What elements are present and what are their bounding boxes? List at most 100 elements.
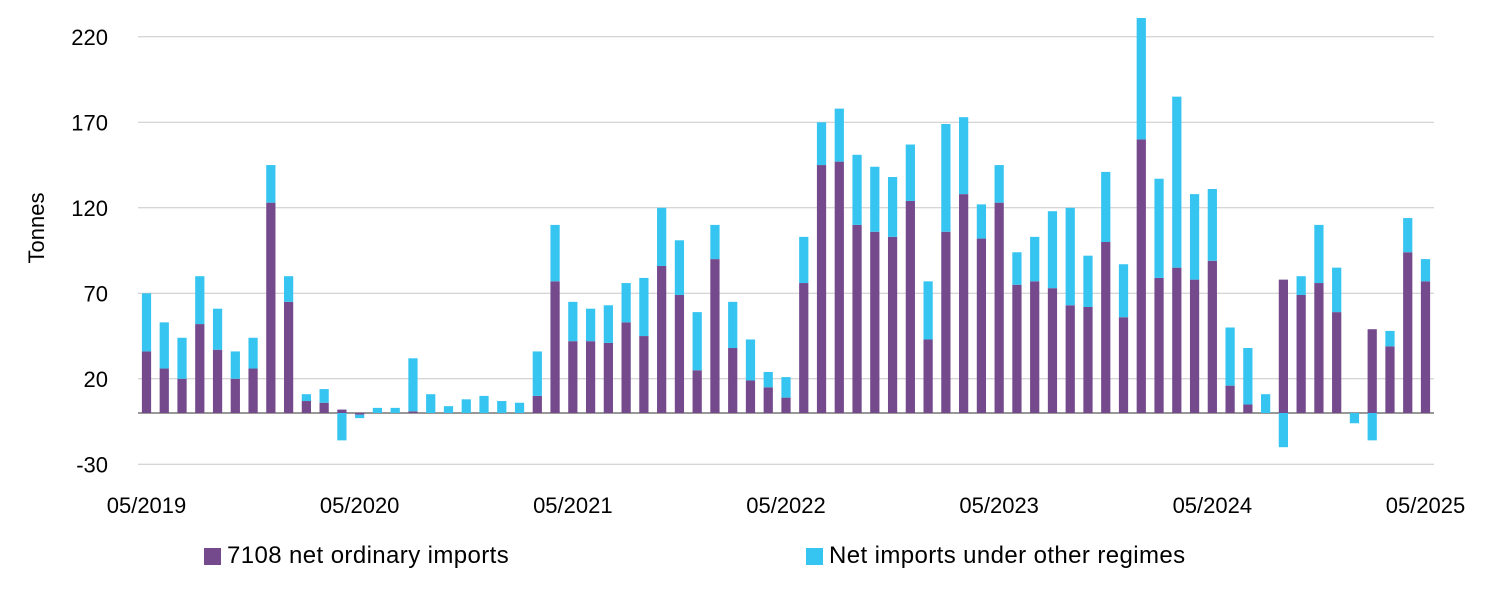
bar-other-regimes bbox=[781, 377, 791, 398]
bar-other-regimes bbox=[1296, 276, 1306, 296]
bar-other-regimes bbox=[1225, 327, 1235, 386]
bar-ordinary-imports bbox=[1172, 267, 1182, 413]
bar-ordinary-imports bbox=[1083, 306, 1093, 413]
x-tick-label: 05/2025 bbox=[1386, 493, 1466, 518]
bar-ordinary-imports bbox=[1047, 288, 1058, 413]
bar-ordinary-imports bbox=[745, 380, 756, 413]
bar-other-regimes bbox=[1065, 207, 1075, 306]
bar-ordinary-imports bbox=[852, 224, 862, 413]
x-tick-label: 05/2020 bbox=[320, 493, 400, 518]
legend-label: 7108 net ordinary imports bbox=[227, 542, 510, 569]
bar-other-regimes bbox=[283, 276, 294, 302]
bar-other-regimes bbox=[248, 337, 258, 369]
bar-ordinary-imports bbox=[816, 165, 827, 413]
bar-ordinary-imports bbox=[1065, 305, 1075, 413]
bar-other-regimes bbox=[141, 293, 152, 352]
bar-ordinary-imports bbox=[1367, 329, 1377, 413]
bar-other-regimes bbox=[1136, 17, 1146, 140]
bar-other-regimes bbox=[1207, 188, 1217, 261]
bar-ordinary-imports bbox=[887, 236, 898, 413]
bar-ordinary-imports bbox=[905, 200, 915, 413]
bar-other-regimes bbox=[1030, 236, 1040, 282]
bar-ordinary-imports bbox=[1314, 283, 1324, 413]
bar-other-regimes bbox=[177, 337, 187, 379]
bar-other-regimes bbox=[461, 399, 471, 413]
bar-other-regimes bbox=[514, 402, 525, 413]
x-tick-label: 05/2019 bbox=[107, 493, 187, 518]
bar-other-regimes bbox=[799, 236, 809, 284]
bar-ordinary-imports bbox=[177, 378, 187, 413]
bar-ordinary-imports bbox=[1154, 277, 1164, 413]
bar-other-regimes bbox=[443, 406, 454, 413]
bar-ordinary-imports bbox=[941, 231, 951, 413]
bar-other-regimes bbox=[372, 407, 383, 413]
bar-other-regimes bbox=[585, 308, 596, 342]
bar-ordinary-imports bbox=[1403, 252, 1413, 413]
bar-ordinary-imports bbox=[319, 402, 329, 413]
bar-other-regimes bbox=[1403, 218, 1413, 253]
bar-ordinary-imports bbox=[1012, 284, 1022, 413]
bar-other-regimes bbox=[212, 308, 223, 350]
legend-label: Net imports under other regimes bbox=[829, 542, 1186, 569]
bar-other-regimes bbox=[1012, 252, 1022, 285]
bar-ordinary-imports bbox=[301, 401, 311, 413]
bar-ordinary-imports bbox=[1101, 242, 1111, 413]
bar-other-regimes bbox=[568, 301, 578, 342]
bar-other-regimes bbox=[763, 371, 773, 388]
bar-ordinary-imports bbox=[763, 387, 773, 413]
y-tick-label: 70 bbox=[84, 281, 108, 306]
bar-ordinary-imports bbox=[834, 161, 844, 413]
legend-swatch-purple bbox=[204, 547, 221, 565]
bar-other-regimes bbox=[834, 108, 844, 162]
bar-other-regimes bbox=[710, 224, 720, 260]
bar-other-regimes bbox=[657, 207, 667, 266]
bar-ordinary-imports bbox=[639, 336, 649, 413]
bar-ordinary-imports bbox=[603, 342, 613, 413]
x-tick-label: 05/2022 bbox=[746, 493, 826, 518]
bar-ordinary-imports bbox=[1207, 260, 1217, 413]
bar-ordinary-imports bbox=[337, 409, 347, 413]
bar-other-regimes bbox=[390, 407, 400, 413]
legend: 7108 net ordinary imports Net imports un… bbox=[0, 542, 1507, 582]
y-tick-label: 220 bbox=[71, 25, 108, 50]
bar-other-regimes bbox=[408, 358, 418, 412]
bar-other-regimes bbox=[337, 413, 347, 441]
bar-ordinary-imports bbox=[1225, 385, 1235, 413]
bar-ordinary-imports bbox=[994, 202, 1004, 413]
bar-ordinary-imports bbox=[1420, 281, 1431, 413]
bar-ordinary-imports bbox=[1296, 295, 1306, 413]
bar-other-regimes bbox=[159, 322, 169, 369]
bar-other-regimes bbox=[1420, 259, 1431, 282]
bar-other-regimes bbox=[550, 224, 560, 282]
bar-ordinary-imports bbox=[692, 370, 702, 413]
x-axis-ticks: 05/2019 05/2020 05/2021 05/2022 05/2023 05/20… bbox=[107, 493, 1466, 518]
bar-ordinary-imports bbox=[1243, 404, 1253, 413]
bar-ordinary-imports bbox=[568, 341, 578, 413]
y-tick-label: 170 bbox=[71, 110, 108, 135]
bar-ordinary-imports bbox=[212, 349, 223, 413]
bar-other-regimes bbox=[976, 204, 987, 239]
bar-other-regimes bbox=[1118, 264, 1129, 318]
bar-ordinary-imports bbox=[550, 281, 560, 413]
bar-other-regimes bbox=[1154, 178, 1164, 278]
bar-other-regimes bbox=[1314, 224, 1324, 284]
bar-other-regimes bbox=[319, 389, 329, 403]
bar-ordinary-imports bbox=[1136, 139, 1146, 413]
bar-other-regimes bbox=[941, 124, 951, 232]
bar-ordinary-imports bbox=[532, 395, 542, 413]
bar-ordinary-imports bbox=[728, 348, 738, 413]
bar-ordinary-imports bbox=[1332, 312, 1342, 413]
bar-ordinary-imports bbox=[870, 231, 880, 413]
bar-other-regimes bbox=[603, 305, 613, 343]
bar-other-regimes bbox=[1385, 330, 1395, 347]
bar-other-regimes bbox=[1101, 171, 1111, 242]
bar-ordinary-imports bbox=[159, 368, 169, 413]
bar-other-regimes bbox=[816, 122, 827, 166]
bar-ordinary-imports bbox=[976, 238, 987, 413]
bars bbox=[141, 17, 1431, 448]
bar-ordinary-imports bbox=[923, 339, 933, 413]
bar-ordinary-imports bbox=[355, 413, 365, 415]
bar-other-regimes bbox=[959, 117, 969, 195]
bar-other-regimes bbox=[1172, 96, 1182, 268]
bar-ordinary-imports bbox=[585, 341, 596, 413]
